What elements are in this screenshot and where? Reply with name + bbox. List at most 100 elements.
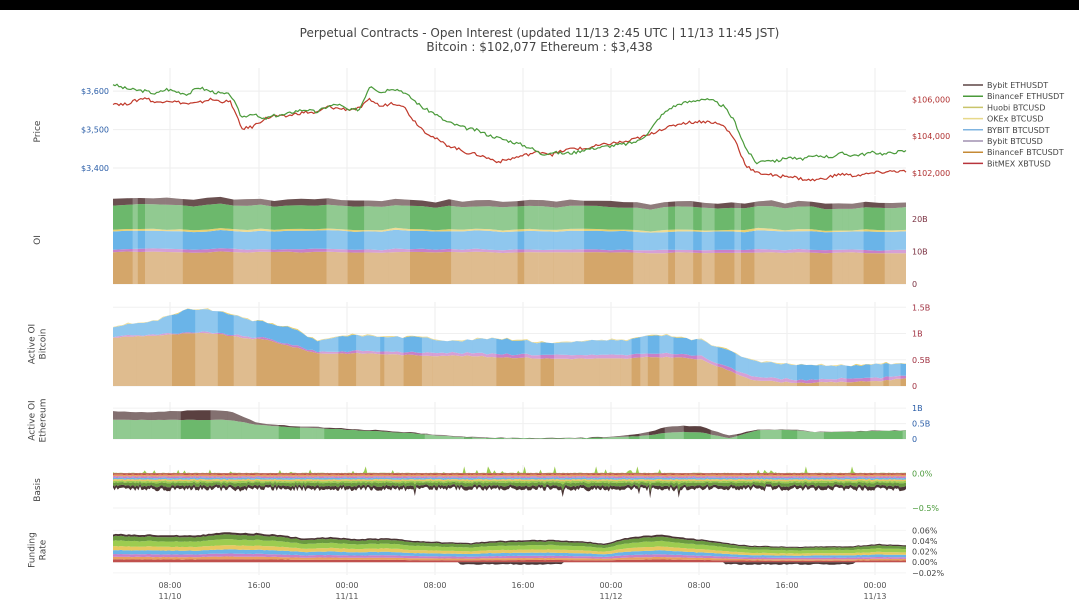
y-axis-title: OI: [33, 235, 43, 245]
shade-band: [577, 308, 600, 386]
y-axis-title-1: OI: [33, 235, 43, 245]
shade-band: [145, 196, 166, 284]
shade-band: [599, 308, 611, 386]
shade-band: [805, 410, 824, 439]
area-bybit-ethusdt: [113, 410, 906, 439]
active-oi-btc-tick: 1.5B: [912, 303, 930, 312]
price-left-tick: $3,400: [81, 164, 109, 173]
y-axis-title: Ethereum: [39, 399, 49, 443]
shade-band: [710, 410, 738, 439]
shade-band: [784, 308, 797, 386]
y-axis-title-3: Active OI Ethereum: [28, 399, 49, 443]
shade-band: [113, 308, 137, 386]
shade-band: [890, 196, 906, 284]
shade-band: [675, 196, 694, 284]
shade-band: [450, 410, 464, 439]
x-tick-date: 11/11: [335, 592, 358, 601]
shade-band: [257, 196, 271, 284]
x-tick-date: 11/10: [158, 592, 181, 601]
price-right-tick: $102,000: [912, 169, 950, 178]
funding-tick: 0.04%: [912, 537, 938, 546]
basis-area-okex-btcusd: [113, 478, 906, 482]
shade-band: [524, 308, 541, 386]
shade-band: [130, 410, 152, 439]
shade-band: [649, 196, 669, 284]
funding-tick: 0.06%: [912, 526, 938, 535]
x-tick-time: 08:00: [158, 581, 181, 590]
shade-band: [241, 410, 264, 439]
shade-band: [494, 196, 518, 284]
y-axis-title: Active OI: [28, 324, 38, 364]
shade-band: [640, 308, 648, 386]
shade-band: [195, 308, 218, 386]
shade-band: [113, 410, 117, 439]
shade-band: [884, 196, 891, 284]
shade-band: [696, 308, 707, 386]
price-left-tick: $3,600: [81, 87, 109, 96]
area-binancef-btcusdt: [113, 333, 906, 386]
open-interest-dashboard: Price $3,600 $3,500 $3,400 $106,000 $104,000 $…: [28, 68, 1064, 601]
legend-item: BinanceF BTCUSDT: [987, 148, 1064, 157]
area-binancef-ethusdt: [113, 203, 906, 232]
shade-band: [356, 308, 381, 386]
legend: Bybit ETHUSDT BinanceF ETHUSDT Huobi BTCUS…: [963, 81, 1064, 168]
shade-band: [364, 196, 389, 284]
shade-band: [300, 410, 313, 439]
eth-price-line: [112, 83, 907, 165]
price-right-tick: $106,000: [912, 95, 950, 104]
shade-band: [779, 308, 785, 386]
shade-band: [463, 308, 473, 386]
area-bybit-btcusd: [113, 248, 906, 254]
funding-tick: −0.02%: [912, 569, 945, 578]
shade-band: [754, 196, 773, 284]
active-oi-btc-tick: 1B: [912, 330, 923, 339]
shade-band: [644, 196, 650, 284]
shade-band: [706, 308, 718, 386]
area-binancef-btcusdt: [113, 251, 906, 284]
area-bybit-btcusdt: [113, 308, 906, 381]
funding-tick: 0.02%: [912, 548, 938, 557]
x-tick-time: 16:00: [775, 581, 798, 590]
shade-band: [564, 410, 582, 439]
x-tick-time: 00:00: [863, 581, 886, 590]
shade-band: [210, 410, 228, 439]
shade-band: [233, 196, 258, 284]
shade-bands: [132, 196, 906, 284]
shade-band: [116, 410, 131, 439]
shade-band: [453, 308, 463, 386]
oi-tick: 20B: [912, 215, 928, 224]
shade-band: [621, 308, 632, 386]
legend-item: OKEx BTCUSD: [987, 115, 1043, 124]
shade-band: [384, 308, 404, 386]
shade-band: [553, 196, 573, 284]
legend-item: Bybit ETHUSDT: [987, 81, 1048, 90]
shade-band: [233, 308, 257, 386]
shade-band: [848, 196, 864, 284]
btc-price-line: [112, 97, 907, 182]
shade-band: [773, 196, 794, 284]
price-axis-title: Price: [33, 120, 43, 142]
area-bybit-ethusdt: [113, 196, 906, 210]
shade-band: [734, 196, 741, 284]
active-oi-eth-tick: 0: [912, 435, 917, 444]
y-axis-title: Basis: [33, 478, 43, 502]
shade-band: [602, 410, 624, 439]
x-tick-time: 16:00: [247, 581, 270, 590]
shade-band: [472, 410, 487, 439]
x-tick-time: 08:00: [687, 581, 710, 590]
shade-band: [554, 308, 577, 386]
x-tick-time: 00:00: [335, 581, 358, 590]
shade-band: [842, 196, 849, 284]
area-bybit-btcusd: [113, 331, 906, 384]
shade-band: [664, 410, 684, 439]
funding-area-bybit-ethusdt: [113, 532, 906, 549]
x-tick-date: 11/12: [599, 592, 622, 601]
funding-negative-area: [113, 562, 906, 565]
legend-item: BitMEX XBTUSD: [987, 159, 1051, 168]
basis-area-huobi-btcusd: [113, 480, 906, 485]
y-axis-title-2: Active OI Bitcoin: [28, 324, 49, 364]
shade-band: [146, 308, 172, 386]
shade-band: [316, 410, 325, 439]
funding-area-binancef-btcusdt: [113, 556, 906, 561]
shade-band: [319, 308, 339, 386]
